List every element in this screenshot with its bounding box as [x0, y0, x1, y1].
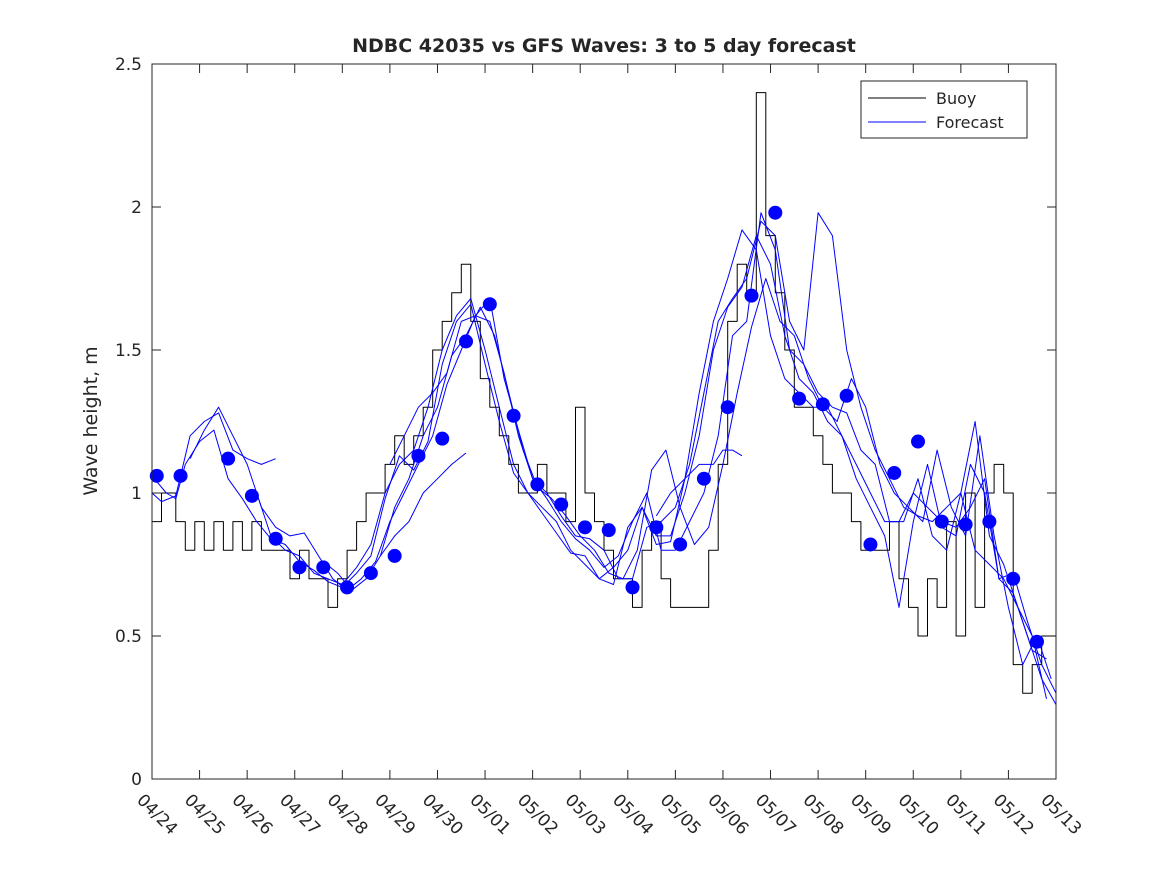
- y-tick-label: 0: [131, 770, 142, 790]
- forecast-series-line: [256, 235, 1057, 705]
- plot-area: [152, 64, 1056, 779]
- forecast-marker: [482, 297, 497, 312]
- forecast-marker: [982, 514, 997, 529]
- forecast-marker: [744, 288, 759, 303]
- legend-label-buoy: Buoy: [936, 89, 976, 108]
- forecast-marker: [887, 465, 902, 480]
- forecast-marker: [1029, 634, 1044, 649]
- forecast-marker: [625, 580, 640, 595]
- legend-label-forecast: Forecast: [936, 113, 1004, 132]
- forecast-marker: [863, 537, 878, 552]
- forecast-marker: [673, 537, 688, 552]
- forecast-marker: [387, 548, 402, 563]
- forecast-marker: [554, 497, 569, 512]
- forecast-series-line: [151, 412, 276, 503]
- buoy-series-line: [152, 92, 1056, 694]
- y-tick-label: 1: [131, 484, 142, 504]
- forecast-marker: [815, 397, 830, 412]
- y-tick-label: 2: [131, 198, 142, 218]
- y-tick-label: 2.5: [115, 55, 142, 75]
- forecast-marker: [577, 520, 592, 535]
- forecast-marker: [911, 434, 926, 449]
- forecast-marker: [411, 448, 426, 463]
- legend-box: [860, 80, 1028, 139]
- forecast-marker: [601, 523, 616, 538]
- legend: Buoy Forecast: [860, 80, 1028, 139]
- forecast-marker: [221, 451, 236, 466]
- forecast-series-line: [379, 452, 467, 557]
- forecast-marker: [268, 531, 283, 546]
- forecast-marker: [792, 391, 807, 406]
- forecast-marker: [649, 520, 664, 535]
- forecast-marker: [934, 514, 949, 529]
- forecast-series-line: [655, 449, 743, 517]
- forecast-marker: [839, 388, 854, 403]
- y-axis-label: Wave height, m: [80, 346, 102, 495]
- forecast-series-line: [189, 212, 1047, 700]
- forecast-marker: [506, 408, 521, 423]
- forecast-marker: [530, 477, 545, 492]
- forecast-marker: [316, 560, 331, 575]
- forecast-marker: [435, 431, 450, 446]
- forecast-marker: [292, 560, 307, 575]
- series-layer: [149, 92, 1057, 705]
- forecast-marker: [149, 468, 164, 483]
- forecast-marker: [173, 468, 188, 483]
- forecast-marker: [244, 488, 259, 503]
- axes-frame: [151, 63, 1057, 780]
- forecast-marker: [340, 580, 355, 595]
- forecast-marker: [459, 334, 474, 349]
- forecast-marker: [768, 205, 783, 220]
- y-tick-label: 1.5: [115, 341, 142, 361]
- y-tick-label: 0.5: [115, 627, 142, 647]
- forecast-marker: [363, 566, 378, 581]
- forecast-marker: [1006, 571, 1021, 586]
- forecast-marker: [696, 471, 711, 486]
- chart-title: NDBC 42035 vs GFS Waves: 3 to 5 day fore…: [352, 35, 856, 57]
- forecast-marker: [720, 400, 735, 415]
- forecast-series-line: [322, 278, 1052, 680]
- forecast-marker: [958, 517, 973, 532]
